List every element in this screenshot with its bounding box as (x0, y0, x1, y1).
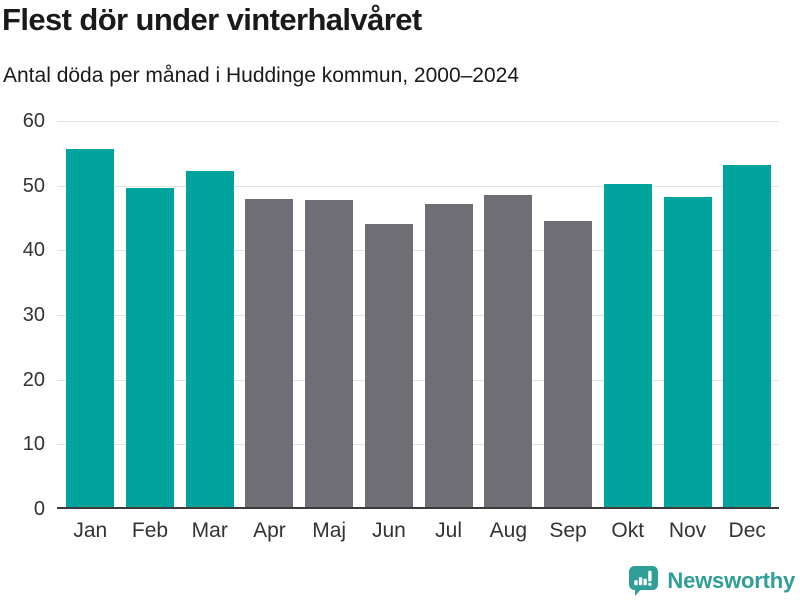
x-tick-label-jan: Jan (73, 519, 108, 542)
x-tick-label-sep: Sep (549, 519, 587, 542)
newsworthy-logo-icon (629, 566, 659, 596)
bar-jul (424, 204, 473, 509)
x-tick-label-feb: Feb (131, 519, 169, 542)
x-axis-line (57, 507, 779, 509)
bar-mar (185, 171, 234, 509)
bar-jun (364, 223, 413, 509)
chart-subtitle: Antal döda per månad i Huddinge kommun, … (3, 64, 520, 87)
y-tick-label-40: 40 (22, 239, 45, 262)
bar-apr (245, 199, 294, 509)
bar-feb (126, 187, 175, 509)
gridline-20 (57, 379, 779, 381)
chart-title: Flest dör under vinterhalvåret (2, 2, 422, 37)
y-tick-label-30: 30 (22, 304, 45, 326)
bar-maj (305, 199, 354, 509)
x-tick-label-mar: Mar (191, 519, 228, 542)
brand-footer: Newsworthy (628, 565, 795, 596)
bar-jan (66, 148, 115, 509)
x-tick-label-jun: Jun (371, 519, 406, 542)
bar-sep (544, 221, 593, 509)
plot-area (57, 121, 779, 509)
x-tick-label-aug: Aug (489, 519, 528, 542)
gridline-60 (57, 121, 779, 122)
gridline-40 (57, 250, 779, 252)
bar-nov (663, 196, 712, 509)
y-tick-label-0: 0 (33, 498, 45, 520)
x-tick-label-dec: Dec (728, 519, 766, 542)
x-tick-label-okt: Okt (611, 519, 645, 542)
bar-dec (723, 164, 772, 509)
y-tick-label-50: 50 (22, 174, 45, 197)
x-tick-label-maj: Maj (312, 519, 347, 542)
x-tick-label-apr: Apr (253, 519, 286, 542)
x-tick-label-nov: Nov (668, 519, 707, 542)
bar-okt (603, 183, 652, 509)
gridline-10 (57, 444, 779, 446)
x-tick-label-jul: Jul (435, 519, 463, 542)
gridline-50 (57, 185, 779, 187)
gridline-30 (57, 315, 779, 316)
bar-aug (484, 195, 533, 509)
y-tick-label-60: 60 (22, 110, 45, 132)
y-tick-label-10: 10 (22, 433, 45, 456)
y-tick-label-20: 20 (22, 368, 45, 391)
brand-name: Newsworthy (667, 567, 795, 593)
